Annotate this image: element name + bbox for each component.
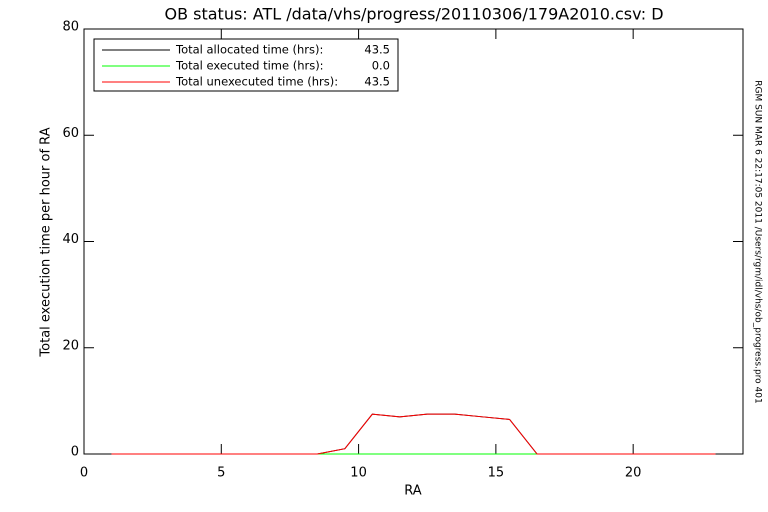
x-tick-label: 20 <box>625 466 642 481</box>
y-tick-label: 0 <box>71 445 79 460</box>
legend-label: Total executed time (hrs): <box>175 59 324 73</box>
legend-total: 0.0 <box>372 59 390 73</box>
y-axis-label: Total execution time per hour of RA <box>39 127 54 357</box>
side-note: RGM SUN MAR 6 22:17:05 2011 /Users/rgm/i… <box>753 80 763 403</box>
legend-total: 43.5 <box>364 43 390 57</box>
y-tick-label: 60 <box>62 126 79 141</box>
x-tick-label: 10 <box>350 466 367 481</box>
series-line <box>111 413 716 455</box>
chart-title: OB status: ATL /data/vhs/progress/201103… <box>164 5 663 24</box>
legend-label: Total unexecuted time (hrs): <box>175 75 338 89</box>
legend-label: Total allocated time (hrs): <box>175 43 323 57</box>
y-tick-label: 20 <box>62 338 79 353</box>
y-tick-label: 80 <box>62 20 79 35</box>
legend-total: 43.5 <box>364 75 390 89</box>
x-tick-label: 0 <box>80 466 88 481</box>
x-tick-label: 5 <box>217 466 225 481</box>
x-axis-label: RA <box>404 484 422 499</box>
y-tick-label: 40 <box>62 232 79 247</box>
x-tick-label: 15 <box>488 466 505 481</box>
